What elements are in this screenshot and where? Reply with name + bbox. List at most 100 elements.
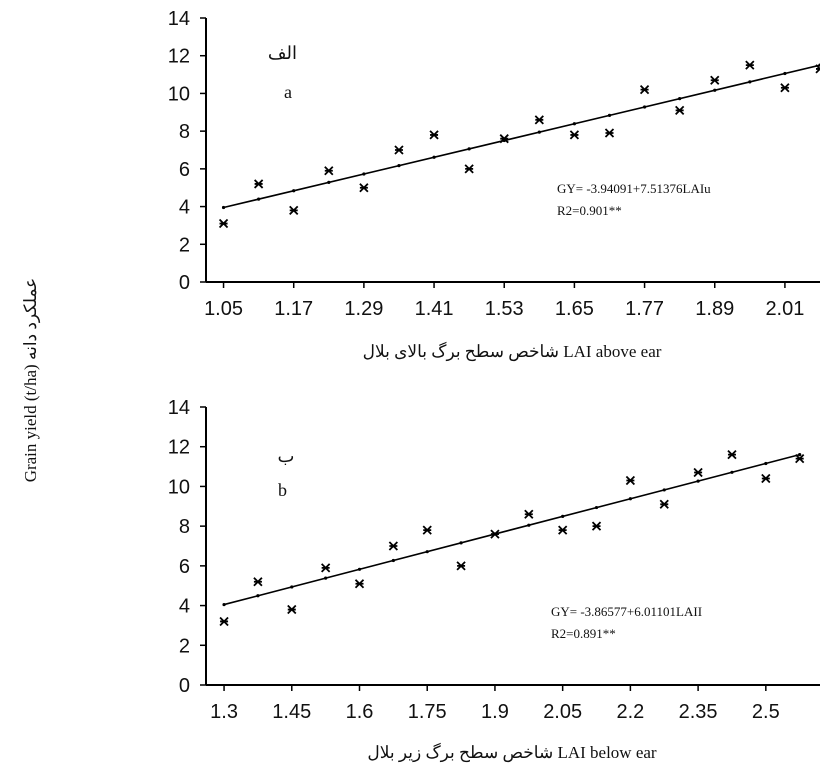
panel-a-data-point: [359, 183, 369, 193]
panel-b-x-tick-label: 1.3: [210, 701, 238, 723]
panel-a-x-tick-label: 2.01: [765, 298, 804, 320]
panel-b-fit-dot: [391, 558, 395, 563]
panel-a-data-point: [394, 145, 404, 155]
panel-a-y-tick-label: 6: [179, 159, 190, 181]
panel-a-fit-dot: [292, 189, 296, 193]
panel-b-fit-dot: [290, 585, 294, 589]
panel-a-data-point: [218, 218, 229, 229]
panel-a-fit-dot: [748, 80, 752, 84]
panel-b-x-tick-label: 1.75: [408, 701, 447, 723]
panel-a-data-point: [815, 64, 820, 74]
panel-b-y-tick-label: 12: [168, 437, 190, 459]
panel-a-label-fa: الف: [268, 43, 297, 63]
panel-b-data-point: [456, 561, 466, 571]
panel-a-data-point: [464, 164, 474, 174]
panel-b-x-tick-label: 1.6: [346, 701, 374, 723]
panel-b-fit-line: [223, 453, 800, 606]
panel-a-data-point: [639, 85, 650, 95]
panel-a-equation: GY= -3.94091+7.51376LAIu: [557, 181, 711, 196]
panel-b-data-point: [388, 541, 398, 551]
panel-b-data-point: [287, 604, 297, 615]
panel-a-y-tick-label: 0: [179, 272, 190, 294]
panel-b-data-point: [321, 563, 331, 573]
panel-b-fit-dot: [730, 470, 734, 474]
panel-a-x-tick-label: 1.41: [415, 298, 454, 320]
panel-b-x-tick-label: 1.45: [272, 701, 311, 723]
panel-a-label: a: [284, 82, 292, 102]
panel-b-fit-dot: [628, 497, 632, 501]
panel-a-x-tick-label: 1.53: [485, 298, 524, 320]
panel-b-data-point: [659, 499, 669, 509]
panel-a-data-point: [324, 166, 334, 176]
panel-b-x-tick-label: 2.05: [543, 701, 582, 723]
panel-a-y-tick-label: 4: [179, 197, 190, 219]
panel-b-equation: GY= -3.86577+6.01101LAII: [551, 604, 702, 619]
panel-b-y-tick-label: 0: [179, 675, 190, 697]
panel-a-fit-dot: [221, 205, 226, 210]
panel-b-y-tick-label: 8: [179, 516, 190, 538]
panel-b-data-point: [591, 521, 602, 531]
panel-a-fit-dot: [397, 164, 401, 168]
panel-b-data-point: [761, 473, 771, 484]
panel-a-fit-dot: [257, 197, 261, 201]
panel-b-data-point: [727, 450, 737, 460]
panel-b-fit-dot: [662, 488, 666, 492]
panel-b-y-tick-label: 6: [179, 556, 190, 578]
panel-b-data-point: [693, 467, 703, 478]
panel-a-data-point: [534, 115, 544, 125]
panel-b-y-tick-label: 10: [168, 476, 190, 498]
panel-a-r2: R2=0.901**: [557, 203, 622, 218]
panel-b-data-point: [625, 475, 636, 486]
panel-a-data-point: [289, 205, 299, 215]
panel-a-fit-dot: [607, 113, 612, 117]
panel-a-fit-dot: [642, 105, 647, 109]
panel-b-label: b: [278, 480, 287, 500]
panel-b-data-point: [490, 529, 500, 539]
panel-b-fit-dot: [561, 514, 565, 518]
panel-b-fit-dot: [256, 594, 260, 598]
panel-a-x-tick-label: 1.89: [695, 298, 734, 320]
panel-a-data-point: [253, 179, 264, 189]
panel-b-r2: R2=0.891**: [551, 626, 616, 641]
panel-b-data-point: [795, 453, 805, 464]
panel-a-y-tick-label: 8: [179, 121, 190, 143]
panel-a-fit-dot: [713, 88, 717, 92]
panel-b-x-tick-label: 2.35: [679, 701, 718, 723]
panel-a-fit-line: [223, 64, 820, 209]
y-axis-label: Grain yield (t/ha) عملکرد دانه: [21, 278, 41, 483]
panel-b-y-tick-label: 4: [179, 596, 190, 618]
panel-a-data-point: [710, 75, 720, 85]
panel-b-x-tick-label: 1.9: [481, 701, 509, 723]
panel-a-x-tick-label: 1.77: [625, 298, 664, 320]
panel-b-data-point: [524, 509, 534, 519]
panel-b-fit-dot: [425, 550, 429, 554]
panel-a-y-tick-label: 10: [168, 83, 190, 105]
panel-a-fit-dot: [467, 147, 471, 151]
panel-a-y-tick-label: 2: [179, 234, 190, 256]
panel-b-fit-dot: [222, 602, 226, 607]
panel-b-x-axis-label: شاخص سطح برگ زیر بلال LAI below ear: [367, 742, 657, 763]
panel-b-label-fa: ب: [278, 446, 295, 466]
panel-b-data-point: [558, 525, 568, 535]
panel-b-fit-dot: [594, 505, 599, 510]
panel-a-x-tick-label: 1.17: [274, 298, 313, 320]
panel-b-data-point: [354, 579, 365, 589]
panel-b-x-tick-label: 2.5: [752, 701, 780, 723]
panel-a-data-point: [429, 130, 439, 140]
panel-b-y-tick-label: 2: [179, 635, 190, 657]
panel-a-fit-dot: [572, 122, 577, 126]
panel-b-fit-dot: [459, 541, 463, 545]
panel-a-x-tick-label: 1.05: [204, 298, 243, 320]
panel-b-fit-dot: [798, 453, 802, 457]
panel-b-data-point: [422, 525, 432, 535]
panel-a-y-tick-label: 12: [168, 46, 190, 68]
panel-a-fit-dot: [783, 71, 787, 76]
panel-b-fit-dot: [696, 479, 700, 483]
panel-b-x-tick-label: 2.2: [616, 701, 644, 723]
panel-a-fit-dot: [678, 97, 682, 101]
panel-a-data-point: [780, 83, 790, 93]
panel-a-data-point: [745, 60, 755, 70]
panel-a-data-point: [569, 130, 580, 140]
panel-a-x-tick-label: 1.29: [344, 298, 383, 320]
